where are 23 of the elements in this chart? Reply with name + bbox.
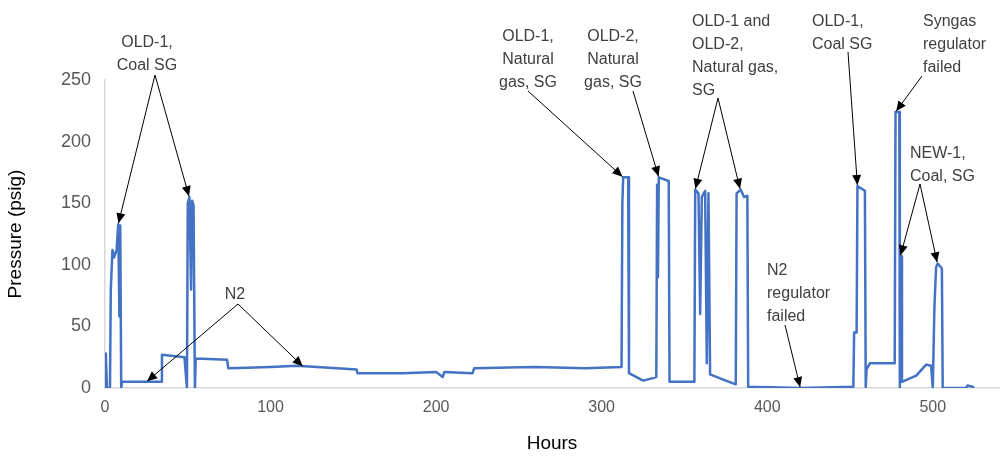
annotation: N2 (224, 285, 246, 303)
y-axis-title: Pressure (psig) (3, 169, 25, 299)
x-tick-label: 100 (257, 398, 284, 416)
x-tick-label: 0 (100, 398, 110, 416)
y-tick-label: 200 (60, 130, 91, 151)
annotation: OLD-1, Natural gas, SG (499, 27, 557, 91)
y-tick-label: 50 (70, 315, 91, 336)
annotation: Syngas regulator failed (923, 12, 987, 76)
x-axis-title: Hours (526, 431, 578, 453)
x-tick-label: 300 (588, 398, 616, 416)
y-tick-label: 150 (60, 192, 91, 213)
y-tick-label: 100 (60, 253, 91, 274)
x-tick-label: 200 (422, 398, 450, 416)
annotation: OLD-2, Natural gas, SG (584, 27, 642, 91)
annotation: N2 regulator failed (767, 261, 831, 325)
annotation: NEW-1, Coal, SG (910, 144, 975, 185)
y-tick-label: 250 (60, 68, 91, 89)
annotation: OLD-1, Coal SG (812, 12, 873, 53)
annotation: OLD-1, Coal SG (116, 33, 178, 74)
y-tick-label: 0 (80, 376, 91, 397)
x-tick-label: 500 (919, 398, 947, 416)
annotation: OLD-1 and OLD-2, Natural gas, SG (692, 12, 779, 99)
x-tick-label: 400 (753, 398, 781, 416)
